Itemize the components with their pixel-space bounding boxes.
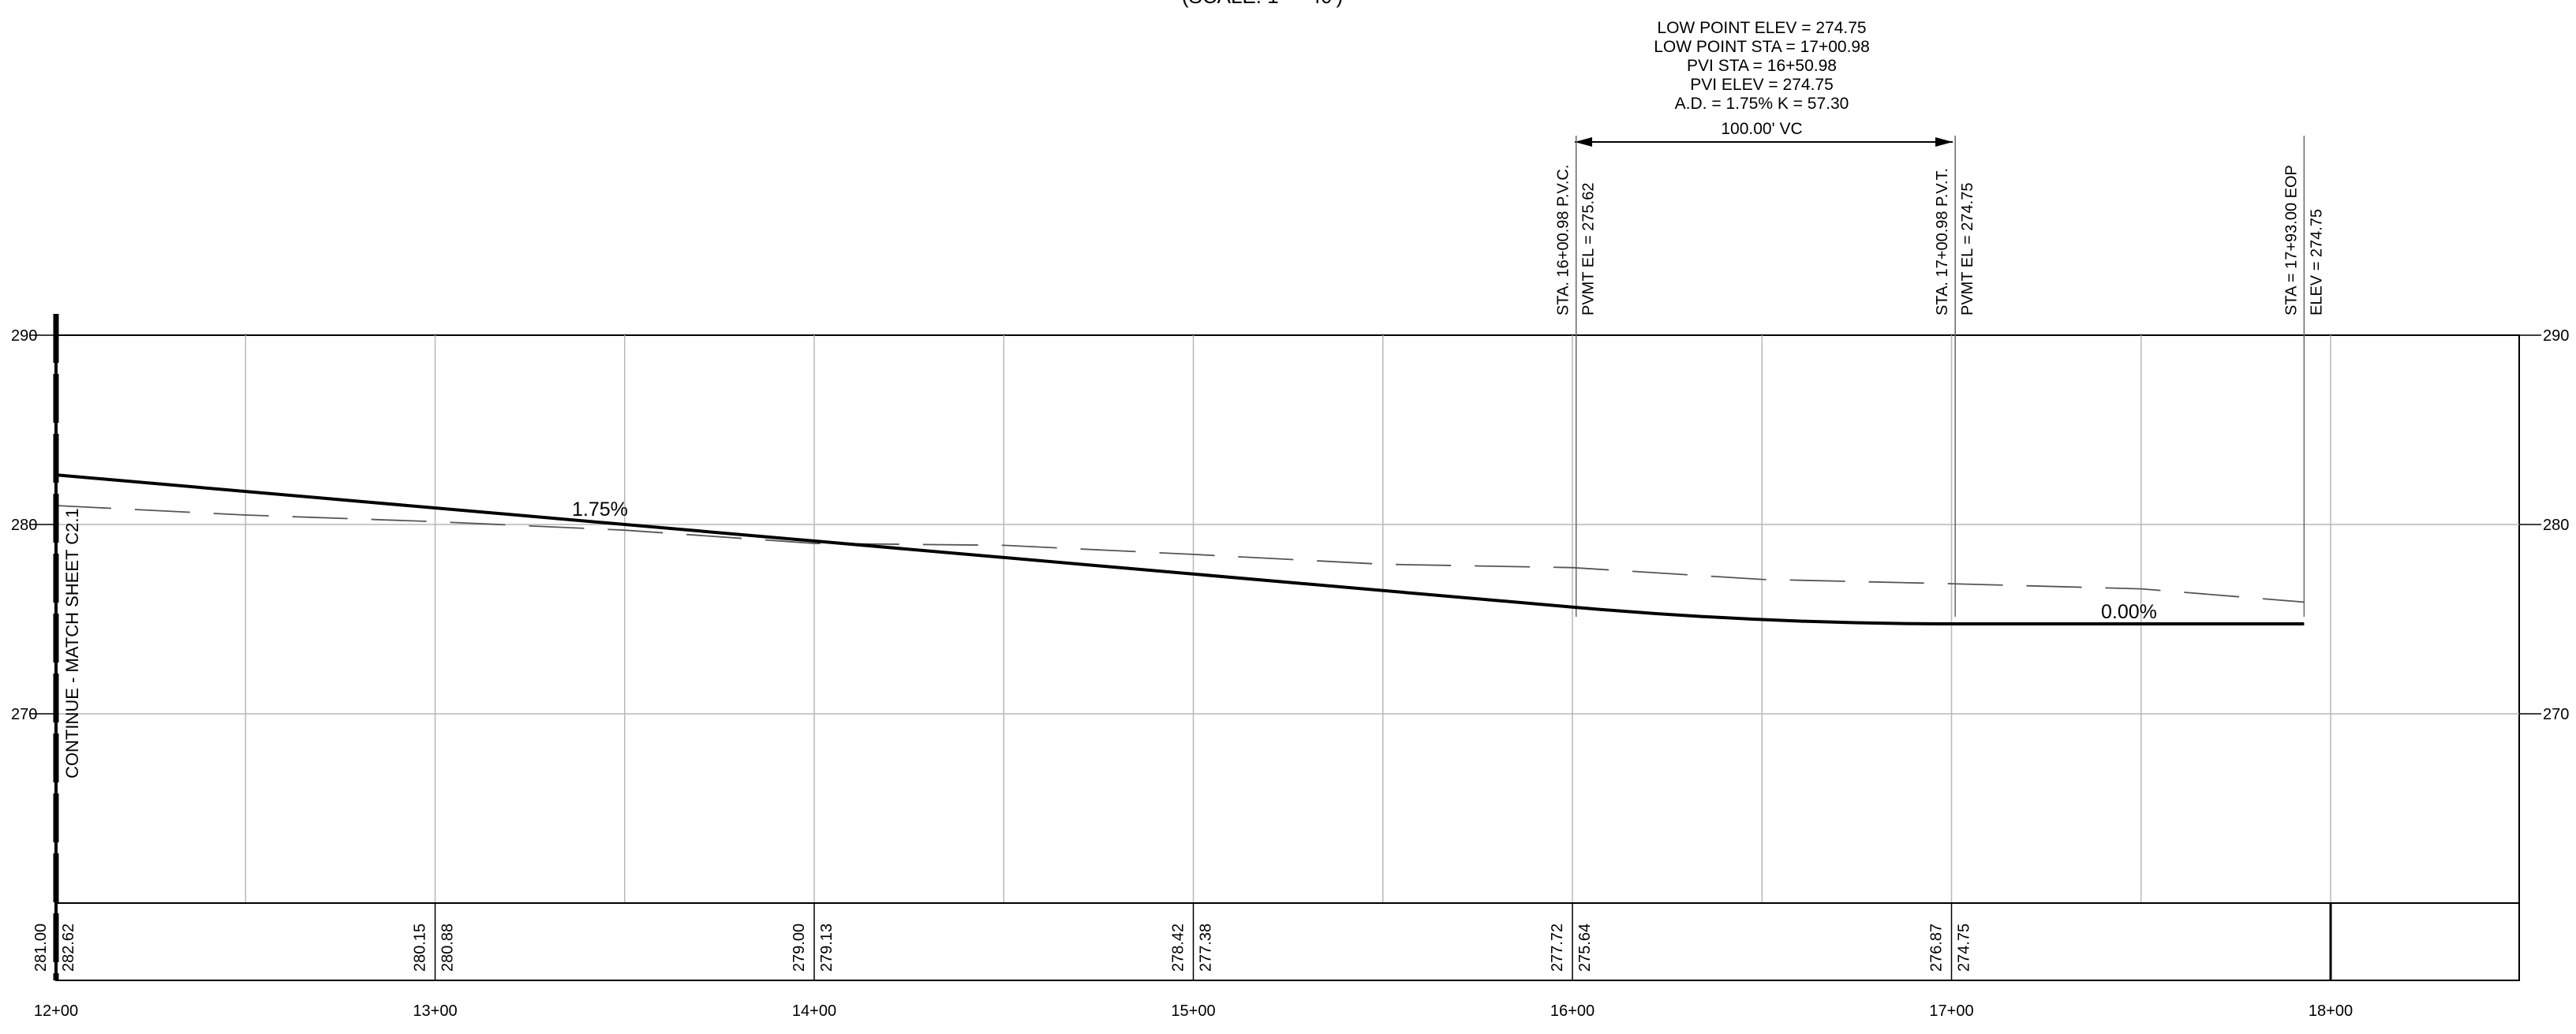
callout-elev-pvt: PVMT EL = 274.75	[1959, 183, 1976, 315]
station-callouts: STA. 16+00.98 P.V.C. PVMT EL = 275.62 STA.…	[1555, 136, 2325, 617]
ad-k-label: A.D. = 1.75% K = 57.30	[1675, 95, 1849, 113]
station-tick-label: 15+00	[1171, 1002, 1215, 1020]
callout-elev-pvc: PVMT EL = 275.62	[1580, 183, 1598, 315]
vc-arrow-left	[1575, 137, 1592, 147]
callout-station-eop: STA = 17+93.00 EOP	[2283, 165, 2300, 315]
elevation-table: 281.00 282.62 280.15 280.88 279.00 279.13 278.…	[32, 314, 2520, 981]
axes: 290 290 280 280 270 270 12+00 13+00 14+00 15+00 16…	[11, 327, 2569, 1020]
elev-tick-label-left: 290	[11, 327, 37, 345]
callout-station-pvc: STA. 16+00.98 P.V.C.	[1555, 165, 1572, 315]
existing-elev-value: 279.00	[791, 924, 808, 972]
existing-elev-value: 277.72	[1549, 924, 1566, 972]
existing-elev-value: 281.00	[32, 924, 50, 972]
station-tick-label: 12+00	[34, 1002, 78, 1020]
station-tick-label: 13+00	[413, 1002, 457, 1020]
proposed-elev-value: 280.88	[439, 924, 457, 972]
existing-elev-value: 276.87	[1928, 924, 1946, 972]
elev-tick-label-right: 290	[2543, 327, 2569, 345]
scale-title: (SCALE: 1" = 40')	[1182, 0, 1343, 8]
low-point-elev-label: LOW POINT ELEV = 274.75	[1657, 19, 1866, 37]
proposed-elev-value: 279.13	[818, 924, 836, 972]
elev-tick-label-left: 280	[11, 517, 37, 534]
vc-dimension	[1575, 137, 1953, 147]
existing-elev-value: 280.15	[412, 924, 429, 972]
elev-tick-label-right: 270	[2543, 706, 2569, 723]
grade-label-left: 1.75%	[572, 498, 628, 521]
profile-lines	[55, 473, 2305, 625]
proposed-elev-value: 277.38	[1198, 924, 1215, 972]
station-tick-label: 14+00	[792, 1002, 836, 1020]
proposed-profile-line	[55, 473, 2305, 625]
existing-ground-line	[55, 505, 2305, 603]
low-point-sta-label: LOW POINT STA = 17+00.98	[1654, 38, 1870, 56]
vc-arrow-right	[1935, 137, 1953, 147]
proposed-elev-value: 274.75	[1956, 924, 1973, 972]
station-tick-label: 17+00	[1929, 1002, 1973, 1020]
vc-length-label: 100.00' VC	[1721, 120, 1802, 138]
callout-elev-eop: ELEV = 274.75	[2308, 209, 2325, 315]
proposed-elev-value: 275.64	[1576, 924, 1594, 972]
existing-elev-value: 278.42	[1170, 924, 1187, 972]
continue-match-label: CONTINUE - MATCH SHEET C2.1	[62, 508, 82, 778]
proposed-elev-value: 282.62	[60, 924, 77, 972]
grade-label-right: 0.00%	[2101, 601, 2157, 623]
elev-tick-label-right: 280	[2543, 517, 2569, 534]
station-tick-label: 18+00	[2309, 1002, 2353, 1020]
pvi-elev-label: PVI ELEV = 274.75	[1690, 76, 1834, 94]
station-tick-label: 16+00	[1550, 1002, 1595, 1020]
callout-station-pvt: STA. 17+00.98 P.V.T.	[1934, 168, 1951, 315]
vertical-curve-data: LOW POINT ELEV = 274.75 LOW POINT STA = …	[1654, 19, 1870, 138]
elev-tick-label-left: 270	[11, 706, 37, 723]
pvi-sta-label: PVI STA = 16+50.98	[1687, 57, 1837, 75]
